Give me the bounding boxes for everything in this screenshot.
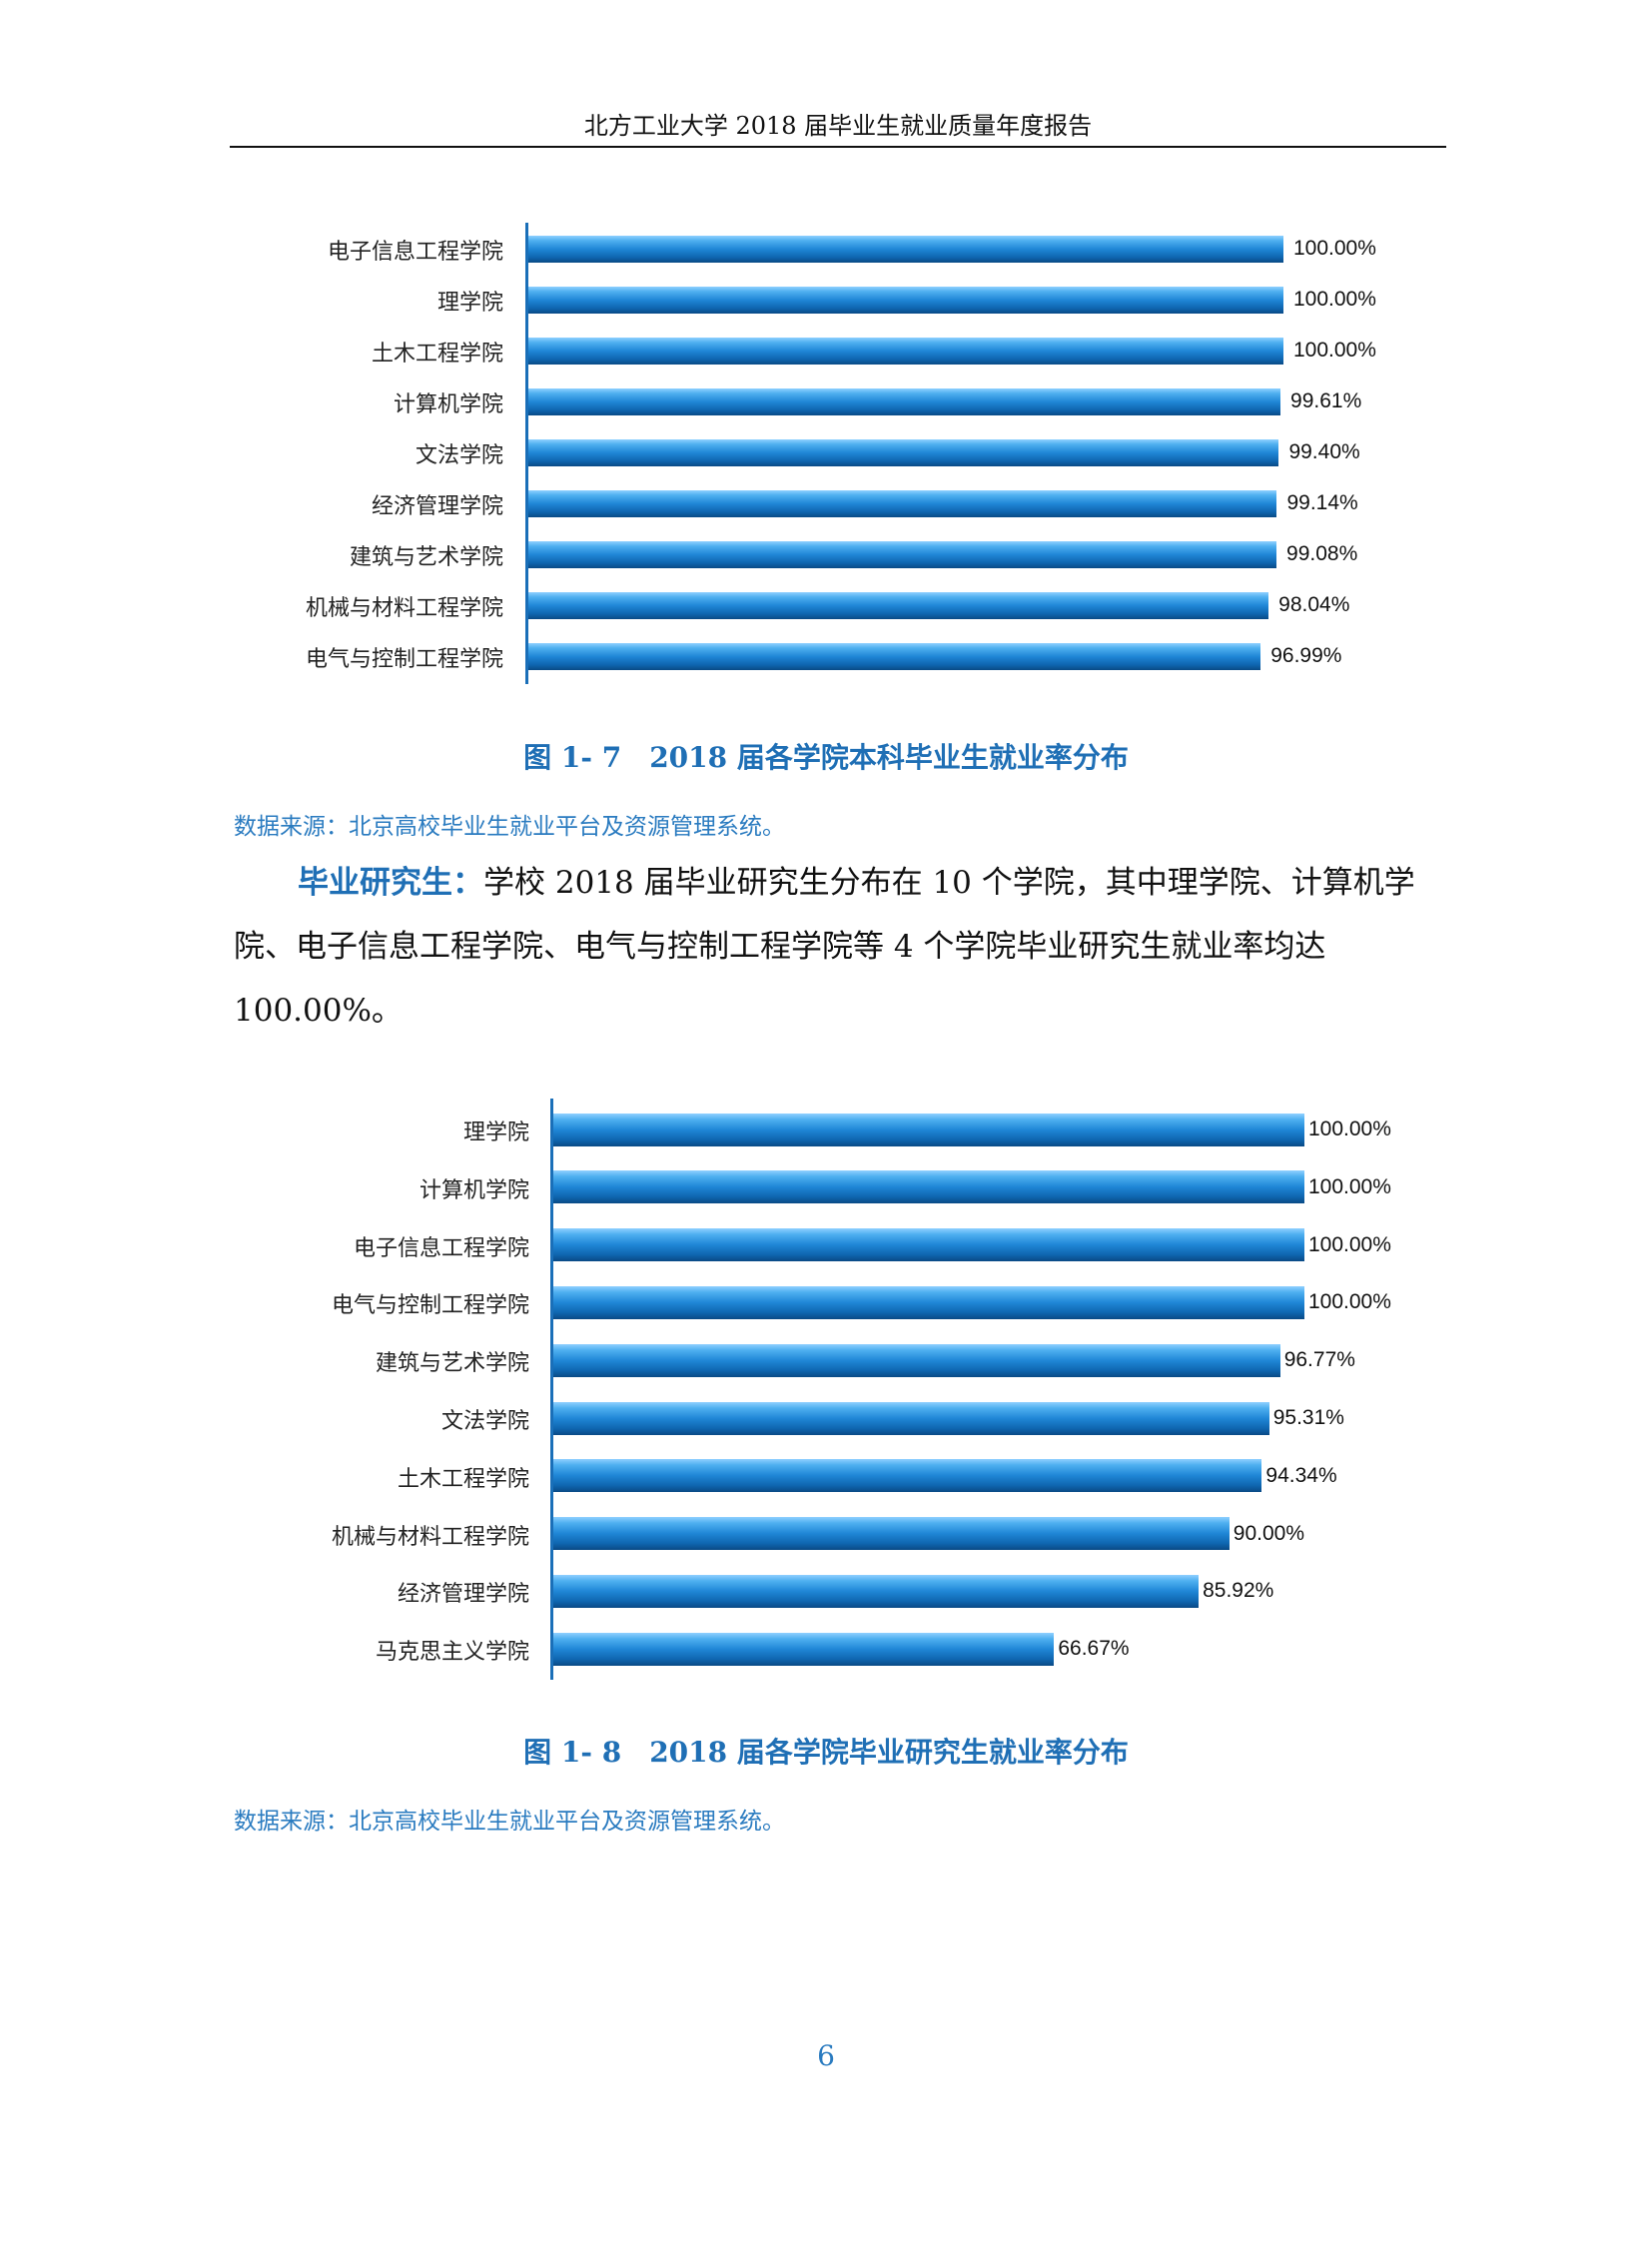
bar (528, 286, 1283, 314)
category-label: 理学院 (436, 291, 503, 316)
data-label: 100.00% (1293, 339, 1376, 362)
category-label: 马克思主义学院 (375, 1640, 529, 1666)
bar (553, 1574, 1200, 1608)
category-label: 机械与材料工程学院 (331, 1524, 529, 1550)
category-label: 土木工程学院 (371, 342, 503, 367)
data-label: 100.00% (1308, 1174, 1391, 1198)
category-label: 电子信息工程学院 (353, 1235, 529, 1261)
data-label: 99.14% (1286, 491, 1358, 514)
category-label: 建筑与艺术学院 (349, 545, 503, 570)
bar (553, 1228, 1304, 1262)
data-label: 85.92% (1203, 1579, 1274, 1603)
bar (553, 1113, 1304, 1146)
bar (528, 591, 1269, 619)
category-label: 电气与控制工程学院 (331, 1293, 529, 1319)
category-label: 文法学院 (440, 1409, 529, 1434)
data-label: 100.00% (1308, 1118, 1391, 1140)
body-paragraph: 毕业研究生：学校 2018 届毕业研究生分布在 10 个学院，其中理学院、计算机… (234, 851, 1422, 1043)
paragraph-lead: 毕业研究生： (298, 865, 483, 901)
category-label: 计算机学院 (393, 392, 503, 417)
data-label: 100.00% (1308, 1290, 1391, 1314)
bar (553, 1170, 1304, 1204)
data-label: 96.99% (1270, 644, 1342, 667)
data-label: 66.67% (1058, 1637, 1130, 1661)
bar (553, 1401, 1269, 1435)
bar (553, 1459, 1262, 1493)
data-label: 94.34% (1265, 1463, 1337, 1487)
data-label: 100.00% (1293, 288, 1376, 311)
data-label: 100.00% (1308, 1232, 1391, 1256)
data-label: 96.77% (1283, 1348, 1355, 1372)
data-label: 90.00% (1233, 1521, 1305, 1545)
page-number: 6 (817, 2039, 835, 2072)
bar (528, 387, 1281, 415)
category-label: 建筑与艺术学院 (375, 1351, 529, 1377)
running-header: 北方工业大学 2018 届毕业生就业质量年度报告 (583, 112, 1093, 140)
bar (528, 642, 1261, 670)
bar (528, 438, 1279, 466)
bar (553, 1632, 1055, 1666)
data-source-note: 数据来源：北京高校毕业生就业平台及资源管理系统。 (234, 814, 785, 840)
figure-caption-1-8: 图 1- 8 2018 届各学院毕业研究生就业率分布 (523, 1736, 1129, 1769)
data-label: 95.31% (1272, 1406, 1344, 1429)
category-label: 文法学院 (414, 443, 503, 468)
figure-caption-1-7: 图 1- 7 2018 届各学院本科毕业生就业率分布 (523, 741, 1129, 774)
category-label: 电气与控制工程学院 (305, 647, 503, 672)
category-axis (550, 1099, 553, 1680)
category-label: 经济管理学院 (397, 1582, 529, 1608)
data-source-note: 数据来源：北京高校毕业生就业平台及资源管理系统。 (234, 1809, 785, 1835)
category-label: 土木工程学院 (397, 1466, 529, 1492)
paragraph-body: 学校 2018 届毕业研究生分布在 10 个学院，其中理学院、计算机学院、电子信… (234, 865, 1415, 1029)
bar (553, 1343, 1280, 1377)
data-label: 99.61% (1290, 389, 1362, 412)
header-rule (230, 146, 1446, 148)
data-label: 99.08% (1286, 542, 1358, 565)
bar (528, 337, 1283, 365)
category-label: 机械与材料工程学院 (305, 596, 503, 621)
category-label: 计算机学院 (418, 1177, 529, 1203)
bar (528, 540, 1277, 568)
category-label: 经济管理学院 (371, 494, 503, 519)
data-label: 98.04% (1278, 593, 1350, 616)
category-axis (525, 223, 528, 684)
bar (528, 235, 1283, 263)
bar (553, 1517, 1230, 1551)
category-label: 电子信息工程学院 (327, 240, 503, 265)
bar (528, 489, 1277, 517)
bar (553, 1285, 1304, 1319)
data-label: 99.40% (1288, 440, 1360, 463)
category-label: 理学院 (462, 1121, 529, 1145)
data-label: 100.00% (1293, 237, 1376, 260)
